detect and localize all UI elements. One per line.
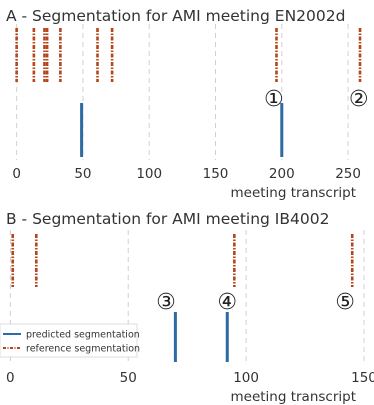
annotation-marker: ③: [156, 290, 176, 315]
x-axis-label: meeting transcript: [230, 389, 356, 405]
panel-a: A - Segmentation for AMI meeting EN2002d…: [6, 7, 369, 201]
annotation-marker: ②: [349, 87, 369, 112]
legend: predicted segmentation reference segmenta…: [0, 323, 140, 358]
x-tick-label: 100: [136, 166, 162, 182]
x-axis-label: meeting transcript: [230, 185, 356, 201]
annotation-marker: ⑤: [335, 290, 355, 315]
x-tick-label: 150: [351, 370, 374, 386]
annotation-marker: ④: [217, 290, 237, 315]
x-tick-label: 100: [233, 370, 259, 386]
x-tick-label: 0: [12, 166, 21, 182]
x-tick-label: 50: [120, 370, 137, 386]
chart-title: A - Segmentation for AMI meeting EN2002d: [6, 7, 345, 25]
panel-b: B - Segmentation for AMI meeting IB4002 0…: [6, 210, 374, 405]
x-tick-label: 150: [203, 166, 229, 182]
annotation-marker: ①: [264, 87, 284, 112]
chart-title: B - Segmentation for AMI meeting IB4002: [6, 210, 329, 228]
x-tick-label: 50: [74, 166, 91, 182]
x-tick-label: 200: [269, 166, 295, 182]
x-tick-label: 250: [335, 166, 361, 182]
legend-box: [0, 323, 138, 358]
x-tick-label: 0: [6, 370, 15, 386]
legend-label: reference segmentation: [26, 344, 140, 355]
legend-label: predicted segmentation: [26, 330, 140, 341]
